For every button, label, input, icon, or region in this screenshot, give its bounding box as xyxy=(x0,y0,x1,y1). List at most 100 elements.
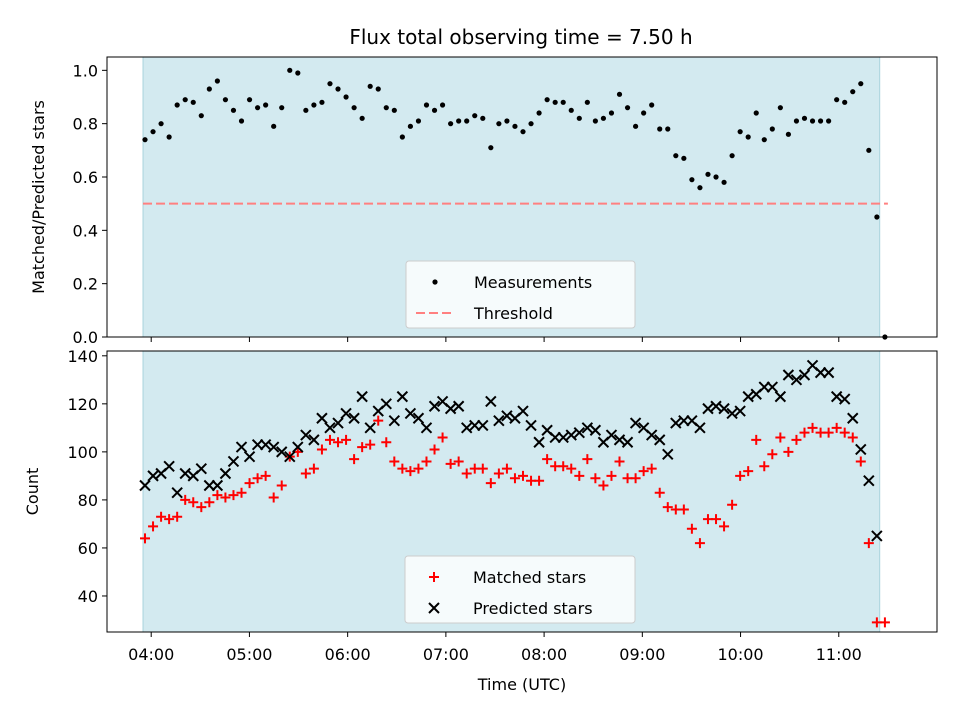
matched-stars-point xyxy=(759,461,770,472)
predicted-stars-point xyxy=(710,400,722,412)
predicted-stars-point xyxy=(766,381,779,393)
measurements-point xyxy=(624,105,631,111)
x-tick-label: 04:00 xyxy=(128,645,174,664)
matched-stars-point xyxy=(453,456,464,467)
matched-stars-point xyxy=(196,502,207,513)
measurements-point xyxy=(391,107,397,113)
predicted-stars-point xyxy=(163,460,175,472)
matched-stars-point xyxy=(727,499,738,510)
y-tick-label: 0.8 xyxy=(73,115,98,134)
predicted-stars-point xyxy=(404,407,417,420)
y-axis-label: Count xyxy=(23,468,42,516)
matched-stars-point xyxy=(172,511,183,522)
measurements-point xyxy=(254,105,261,111)
measurements-point xyxy=(182,97,188,103)
matched-stars-point xyxy=(558,461,569,472)
measurements-point xyxy=(520,129,526,135)
matched-stars-point xyxy=(381,437,392,448)
legend-swatch-matched-stars xyxy=(429,572,439,582)
matched-stars-point xyxy=(252,473,263,484)
matched-stars-point xyxy=(164,514,175,525)
measurements-point xyxy=(190,99,196,105)
predicted-stars-point xyxy=(396,390,409,403)
predicted-stars-point xyxy=(292,441,304,453)
predicted-stars-point xyxy=(629,417,642,429)
measurements-point xyxy=(576,115,582,121)
predicted-stars-point xyxy=(420,422,433,434)
predicted-stars-point xyxy=(525,419,537,432)
measurements-point xyxy=(657,126,663,132)
predicted-stars-point xyxy=(581,422,594,434)
matched-stars-point xyxy=(799,427,810,438)
chart-title: Flux total observing time = 7.50 h xyxy=(349,25,692,49)
measurements-point xyxy=(246,97,253,103)
measurements-point xyxy=(681,155,687,161)
predicted-stars-point xyxy=(485,395,497,408)
measurements-point xyxy=(584,99,590,105)
matched-stars-point xyxy=(300,468,311,479)
matched-stars-point xyxy=(646,463,657,474)
matched-stars-point xyxy=(855,456,866,467)
y-axis-label: Matched/Predicted stars xyxy=(29,100,48,294)
measurements-point xyxy=(641,110,647,116)
matched-stars-point xyxy=(879,617,890,628)
predicted-stars-point xyxy=(179,467,191,480)
matched-stars-point xyxy=(574,470,585,481)
measurements-point xyxy=(399,134,405,140)
predicted-stars-point xyxy=(774,390,787,403)
matched-stars-point xyxy=(542,454,553,465)
predicted-stars-point xyxy=(340,407,352,420)
matched-stars-point xyxy=(775,432,786,443)
predicted-stars-point xyxy=(388,414,401,427)
legend-swatch-measurements xyxy=(432,279,438,285)
matched-stars-point xyxy=(212,490,223,501)
predicted-stars-point xyxy=(790,374,803,386)
predicted-stars-point xyxy=(670,417,682,429)
predicted-stars-point xyxy=(798,369,811,381)
y-tick-label: 120 xyxy=(67,395,98,414)
predicted-stars-point xyxy=(308,434,320,446)
measurements-point xyxy=(222,97,229,103)
x-axis-label: Time (UTC) xyxy=(477,675,566,694)
measurements-point xyxy=(375,86,381,92)
y-tick-label: 100 xyxy=(67,443,98,462)
measurements-point xyxy=(809,118,816,124)
measurements-point xyxy=(528,121,534,127)
matched-stars-point xyxy=(413,463,424,474)
matched-stars-point xyxy=(823,427,834,438)
legend-box xyxy=(405,260,636,329)
matched-stars-point xyxy=(501,463,512,474)
matched-stars-point xyxy=(349,454,360,465)
measurements-point xyxy=(238,118,245,124)
measurements-point xyxy=(649,102,655,108)
predicted-stars-point xyxy=(324,422,336,434)
matched-stars-point xyxy=(333,437,344,448)
measurements-point xyxy=(263,102,269,108)
y-tick-label: 80 xyxy=(78,491,98,510)
measurements-point xyxy=(287,67,293,73)
y-tick-label: 0.2 xyxy=(73,275,98,294)
measurements-point xyxy=(327,81,333,87)
matched-stars-point xyxy=(316,444,327,455)
matched-stars-point xyxy=(437,432,448,443)
measurements-point xyxy=(858,81,864,87)
matched-stars-point xyxy=(566,463,577,474)
measurements-point xyxy=(480,115,486,121)
predicted-stars-point xyxy=(613,434,626,446)
matched-stars-point xyxy=(509,473,520,484)
predicted-stars-point xyxy=(259,438,272,451)
measurements-point xyxy=(359,115,365,121)
bottom-panel: 40 60 80 100 120 140 04:00 05:00 06:00 07:00 08:00… xyxy=(23,347,938,694)
measurements-point xyxy=(592,118,598,124)
predicted-stars-point xyxy=(782,369,795,381)
matched-stars-point xyxy=(324,434,335,445)
matched-stars-point xyxy=(228,490,239,501)
predicted-stars-point xyxy=(573,426,586,439)
measurements-point xyxy=(560,99,566,105)
measurements-point xyxy=(142,137,148,143)
measurements-point xyxy=(689,177,695,183)
legend: Matched stars Predicted stars xyxy=(404,555,636,624)
measurements-point xyxy=(311,102,317,108)
predicted-stars-point xyxy=(284,450,296,463)
matched-stars-point xyxy=(719,521,730,532)
